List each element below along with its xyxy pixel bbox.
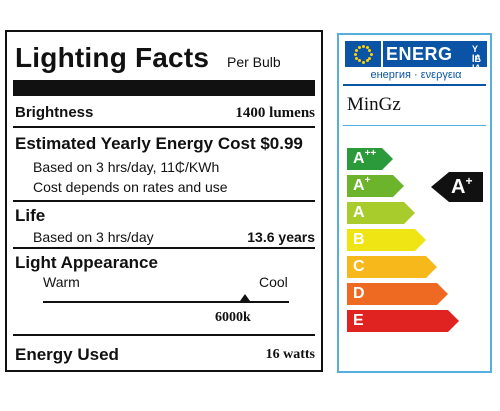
energy-class-letter: A++ xyxy=(353,148,377,167)
energy-class-letter: C xyxy=(353,258,365,275)
brand-divider xyxy=(343,125,486,126)
energy-class-letter: D xyxy=(353,285,365,302)
energy-label-panel: ENERG Y IA IE IA енергия · ενεργεια MinG… xyxy=(337,33,492,373)
color-temperature-value: 6000k xyxy=(215,310,251,325)
life-label: Life xyxy=(15,206,46,225)
energy-class-indicator: A+ xyxy=(431,172,483,202)
divider xyxy=(13,200,315,202)
eu-flag-icon xyxy=(345,41,381,67)
color-temperature-marker xyxy=(239,294,250,301)
energy-class-arrow: E xyxy=(347,310,459,332)
eu-star xyxy=(357,45,361,49)
divider xyxy=(13,334,315,336)
eu-star xyxy=(365,45,369,49)
lighting-facts-title: Lighting Facts xyxy=(15,42,210,73)
cool-label: Cool xyxy=(259,274,288,290)
divider xyxy=(13,247,315,249)
energy-class-letter: E xyxy=(353,312,364,329)
brightness-value: 1400 lumens xyxy=(235,105,315,121)
eu-star xyxy=(357,59,361,63)
energy-class-letter: B xyxy=(353,231,365,248)
energy-class-arrow: A+ xyxy=(347,175,404,197)
lighting-facts-panel: Lighting Facts Per Bulb Brightness 1400 … xyxy=(5,30,323,372)
brightness-label: Brightness xyxy=(15,104,94,121)
life-value: 13.6 years xyxy=(247,229,315,245)
energy-class-arrow: C xyxy=(347,256,437,278)
eu-star xyxy=(365,59,369,63)
eu-star xyxy=(353,52,357,56)
energy-class-arrow: D xyxy=(347,283,448,305)
eu-star xyxy=(361,60,365,64)
cost-basis-text: Based on 3 hrs/day, 11₵/KWh xyxy=(33,159,220,175)
energy-header: ENERG Y IA IE IA xyxy=(383,41,487,73)
energ-text: ENERG xyxy=(386,44,453,64)
energ-suffix-top: Y IA xyxy=(472,44,481,63)
eu-star xyxy=(354,56,358,60)
energy-class-arrow: B xyxy=(347,229,426,251)
header-divider xyxy=(343,84,486,86)
eu-star xyxy=(369,52,373,56)
energy-class-letter: A+ xyxy=(353,175,371,194)
energy-class-arrow: A xyxy=(347,202,415,224)
eu-star xyxy=(354,48,358,52)
energy-cost-label: Estimated Yearly Energy Cost $0.99 xyxy=(15,134,303,153)
cost-note-text: Cost depends on rates and use xyxy=(33,179,228,195)
eu-star xyxy=(368,56,372,60)
divider xyxy=(13,126,315,128)
warm-label: Warm xyxy=(43,274,80,290)
light-appearance-label: Light Appearance xyxy=(15,253,158,272)
energy-class-rating: A+ xyxy=(451,174,473,198)
eu-star xyxy=(361,44,365,48)
energy-languages: енергия · ενεργεια xyxy=(370,69,462,81)
per-bulb-label: Per Bulb xyxy=(227,54,281,70)
energy-class-arrow: A++ xyxy=(347,148,393,170)
energy-class-letter: A xyxy=(353,204,365,221)
energ-suffix-bottom: IE IA xyxy=(472,54,481,73)
eu-star xyxy=(368,48,372,52)
life-basis-text: Based on 3 hrs/day xyxy=(33,229,154,245)
brand-name: MinGz xyxy=(347,94,401,115)
title-divider xyxy=(13,80,315,96)
color-temperature-scale xyxy=(43,301,289,303)
energy-used-value: 16 watts xyxy=(265,347,315,362)
energy-used-label: Energy Used xyxy=(15,345,119,364)
